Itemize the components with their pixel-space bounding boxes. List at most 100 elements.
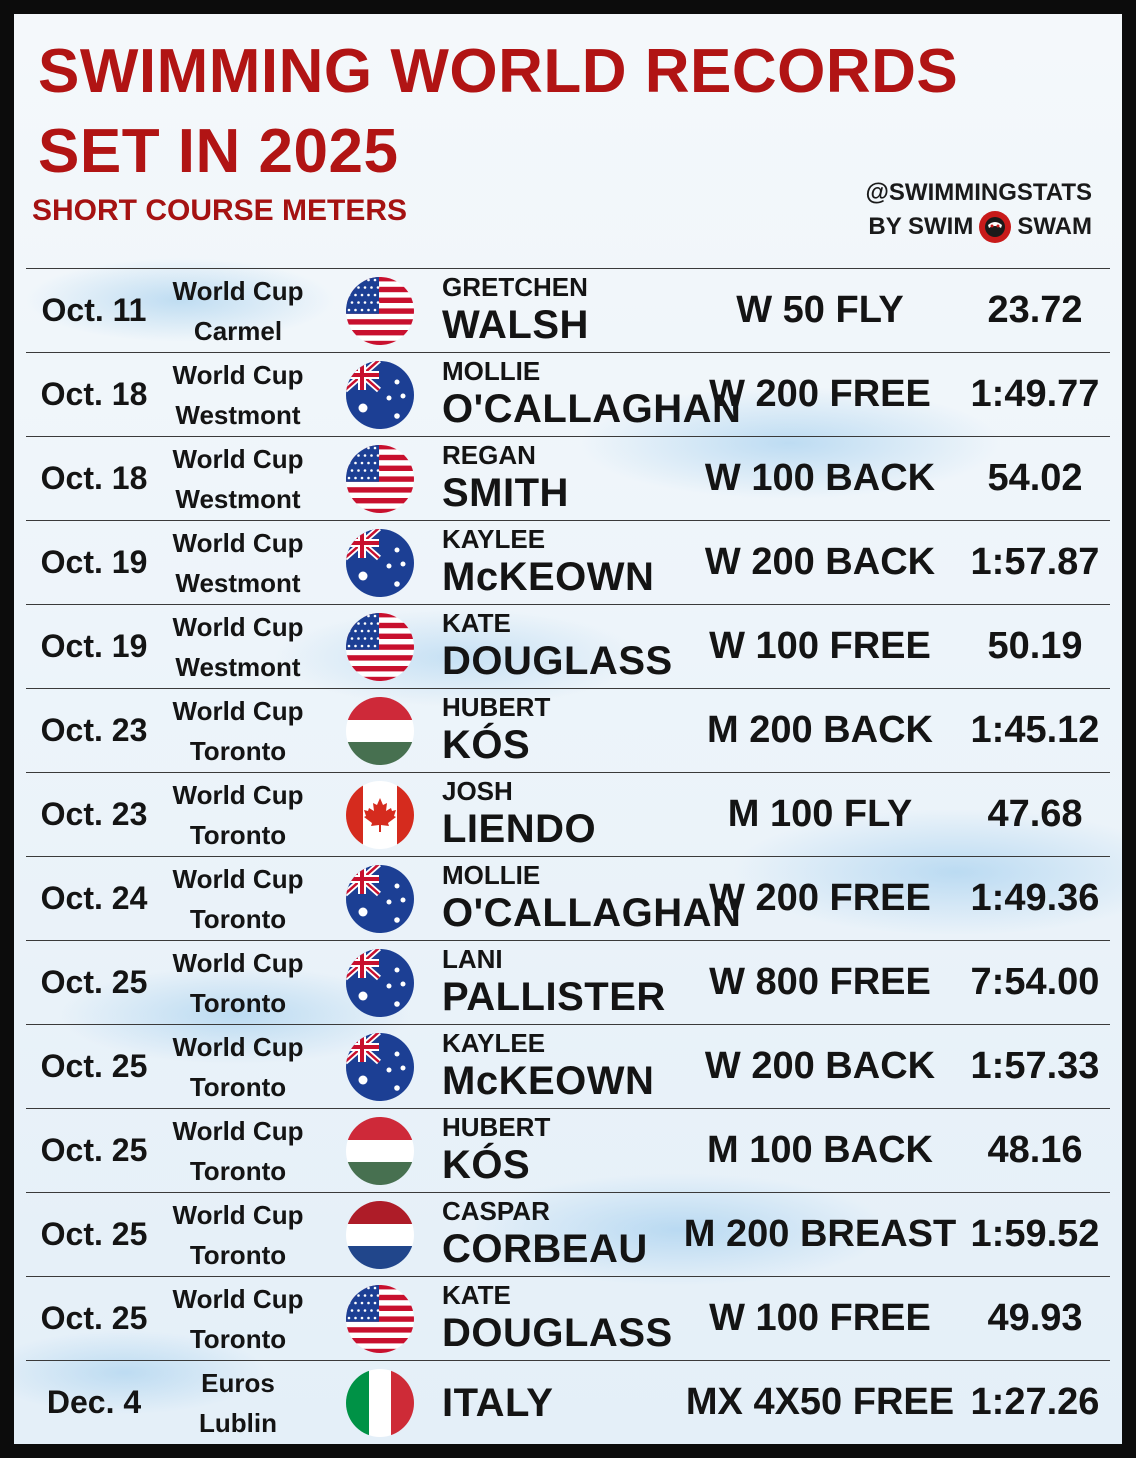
meet-location: Lublin (199, 1407, 277, 1438)
swimmer-last-name: PALLISTER (442, 974, 666, 1019)
record-date: Oct. 19 (40, 628, 148, 664)
record-event: W 200 FREE (709, 373, 931, 415)
swimmer-last-name: O'CALLAGHAN (442, 386, 742, 431)
swimmer-first-name: REGAN (442, 439, 536, 470)
table-row: Oct. 19 World Cup Westmont KAYLEE McKEOWN W 2… (26, 520, 1110, 604)
usa-flag-icon (344, 1277, 416, 1360)
swimmer-first-name: HUBERT (442, 691, 551, 722)
record-date: Oct. 18 (40, 460, 148, 496)
swimswam-logo-icon (979, 211, 1012, 243)
meet-name: World Cup (172, 695, 304, 726)
record-date: Dec. 4 (46, 1384, 142, 1420)
page-title: SWIMMING WORLD RECORDS SET IN 2025 (38, 32, 958, 192)
record-swimmer: HUBERT KÓS (442, 1109, 702, 1192)
record-date: Oct. 25 (40, 1048, 148, 1084)
record-event: M 200 BACK (707, 709, 933, 751)
italy-flag-icon (344, 1361, 416, 1444)
meet-location: Westmont (175, 483, 301, 514)
record-swimmer: HUBERT KÓS (442, 689, 702, 772)
swimmer-last-name: DOUGLASS (442, 1310, 673, 1355)
record-event: M 100 BACK (707, 1129, 933, 1171)
australia-flag-icon (344, 1025, 416, 1108)
record-swimmer: GRETCHEN WALSH (442, 269, 702, 352)
credit: @SWIMMINGSTATS BY SWIM SWAM (866, 176, 1092, 244)
table-row: Oct. 25 World Cup Toronto KATE DOUGLASS W 100… (26, 1276, 1110, 1360)
meet-location: Toronto (189, 819, 287, 850)
record-event: M 200 BREAST (683, 1213, 957, 1255)
swimmer-last-name: DOUGLASS (442, 638, 673, 683)
record-date: Oct. 11 (41, 292, 147, 328)
record-time: 23.72 (987, 289, 1083, 331)
record-meet: World Cup Toronto (156, 1025, 320, 1108)
record-swimmer: ITALY (442, 1361, 702, 1444)
swimmer-first-name: JOSH (442, 775, 513, 806)
record-swimmer: KAYLEE McKEOWN (442, 1025, 702, 1108)
meet-location: Carmel (193, 315, 283, 346)
meet-location: Westmont (175, 651, 301, 682)
swimmer-last-name: McKEOWN (442, 554, 655, 599)
record-event: W 100 FREE (709, 625, 931, 667)
record-date: Oct. 19 (40, 544, 148, 580)
record-event: W 200 BACK (704, 541, 936, 583)
record-meet: World Cup Toronto (156, 1277, 320, 1360)
hungary-flag-icon (344, 1109, 416, 1192)
table-row: Oct. 18 World Cup Westmont REGAN SMITH W 100 … (26, 436, 1110, 520)
swimmer-last-name: McKEOWN (442, 1058, 655, 1103)
swimmer-last-name: LIENDO (442, 806, 597, 851)
title-line-2: SET IN 2025 (38, 117, 399, 186)
meet-location: Toronto (189, 1071, 287, 1102)
records-table: Oct. 11 World Cup Carmel GRETCHEN WALSH W 50 … (26, 268, 1110, 1444)
meet-name: World Cup (172, 443, 304, 474)
record-meet: World Cup Toronto (156, 773, 320, 856)
title-line-1: SWIMMING WORLD RECORDS (38, 37, 959, 106)
record-date: Oct. 24 (40, 880, 148, 916)
record-meet: World Cup Toronto (156, 857, 320, 940)
record-meet: World Cup Toronto (156, 689, 320, 772)
record-meet: World Cup Carmel (156, 269, 320, 352)
table-row: Oct. 23 World Cup Toronto JOSH LIENDO M 100 F… (26, 772, 1110, 856)
swimmer-first-name: KATE (442, 1279, 511, 1310)
swimmer-last-name: ITALY (442, 1380, 554, 1425)
swimmer-last-name: O'CALLAGHAN (442, 890, 742, 935)
swimmer-first-name: KAYLEE (442, 523, 546, 554)
canada-flag-icon (344, 773, 416, 856)
swimmer-first-name: LANI (442, 943, 503, 974)
meet-name: Euros (201, 1367, 275, 1398)
hungary-flag-icon (344, 689, 416, 772)
record-date: Oct. 25 (40, 1300, 148, 1336)
australia-flag-icon (344, 857, 416, 940)
usa-flag-icon (344, 605, 416, 688)
record-event: W 100 FREE (709, 1297, 931, 1339)
meet-location: Toronto (189, 1323, 287, 1354)
meet-location: Toronto (189, 1155, 287, 1186)
record-time: 48.16 (987, 1129, 1083, 1171)
table-row: Dec. 4 Euros Lublin ITALY MX 4X50 FREE 1:27.2… (26, 1360, 1110, 1444)
meet-name: World Cup (172, 947, 304, 978)
record-date: Oct. 25 (40, 964, 148, 1000)
swimmer-first-name: KATE (442, 607, 511, 638)
record-date: Oct. 18 (40, 376, 148, 412)
record-swimmer: MOLLIE O'CALLAGHAN (442, 857, 741, 940)
record-swimmer: JOSH LIENDO (442, 773, 702, 856)
table-row: Oct. 25 World Cup Toronto LANI PALLISTER W 80… (26, 940, 1110, 1024)
record-meet: World Cup Toronto (156, 1109, 320, 1192)
record-meet: World Cup Westmont (156, 605, 320, 688)
meet-name: World Cup (172, 1115, 304, 1146)
record-meet: World Cup Westmont (156, 437, 320, 520)
australia-flag-icon (344, 353, 416, 436)
meet-name: World Cup (172, 359, 304, 390)
meet-location: Toronto (189, 903, 287, 934)
record-time: 1:57.87 (970, 541, 1100, 583)
record-time: 7:54.00 (970, 961, 1100, 1003)
record-event: W 100 BACK (704, 457, 936, 499)
meet-name: World Cup (172, 1031, 304, 1062)
swimmer-first-name: MOLLIE (442, 859, 541, 890)
record-swimmer: CASPAR CORBEAU (442, 1193, 702, 1276)
record-meet: World Cup Westmont (156, 353, 320, 436)
record-swimmer: LANI PALLISTER (442, 941, 702, 1024)
record-event: MX 4X50 FREE (685, 1381, 955, 1423)
record-event: M 100 FLY (727, 793, 913, 835)
record-time: 49.93 (987, 1297, 1083, 1339)
meet-name: World Cup (172, 863, 304, 894)
record-event: W 50 FLY (736, 289, 904, 331)
